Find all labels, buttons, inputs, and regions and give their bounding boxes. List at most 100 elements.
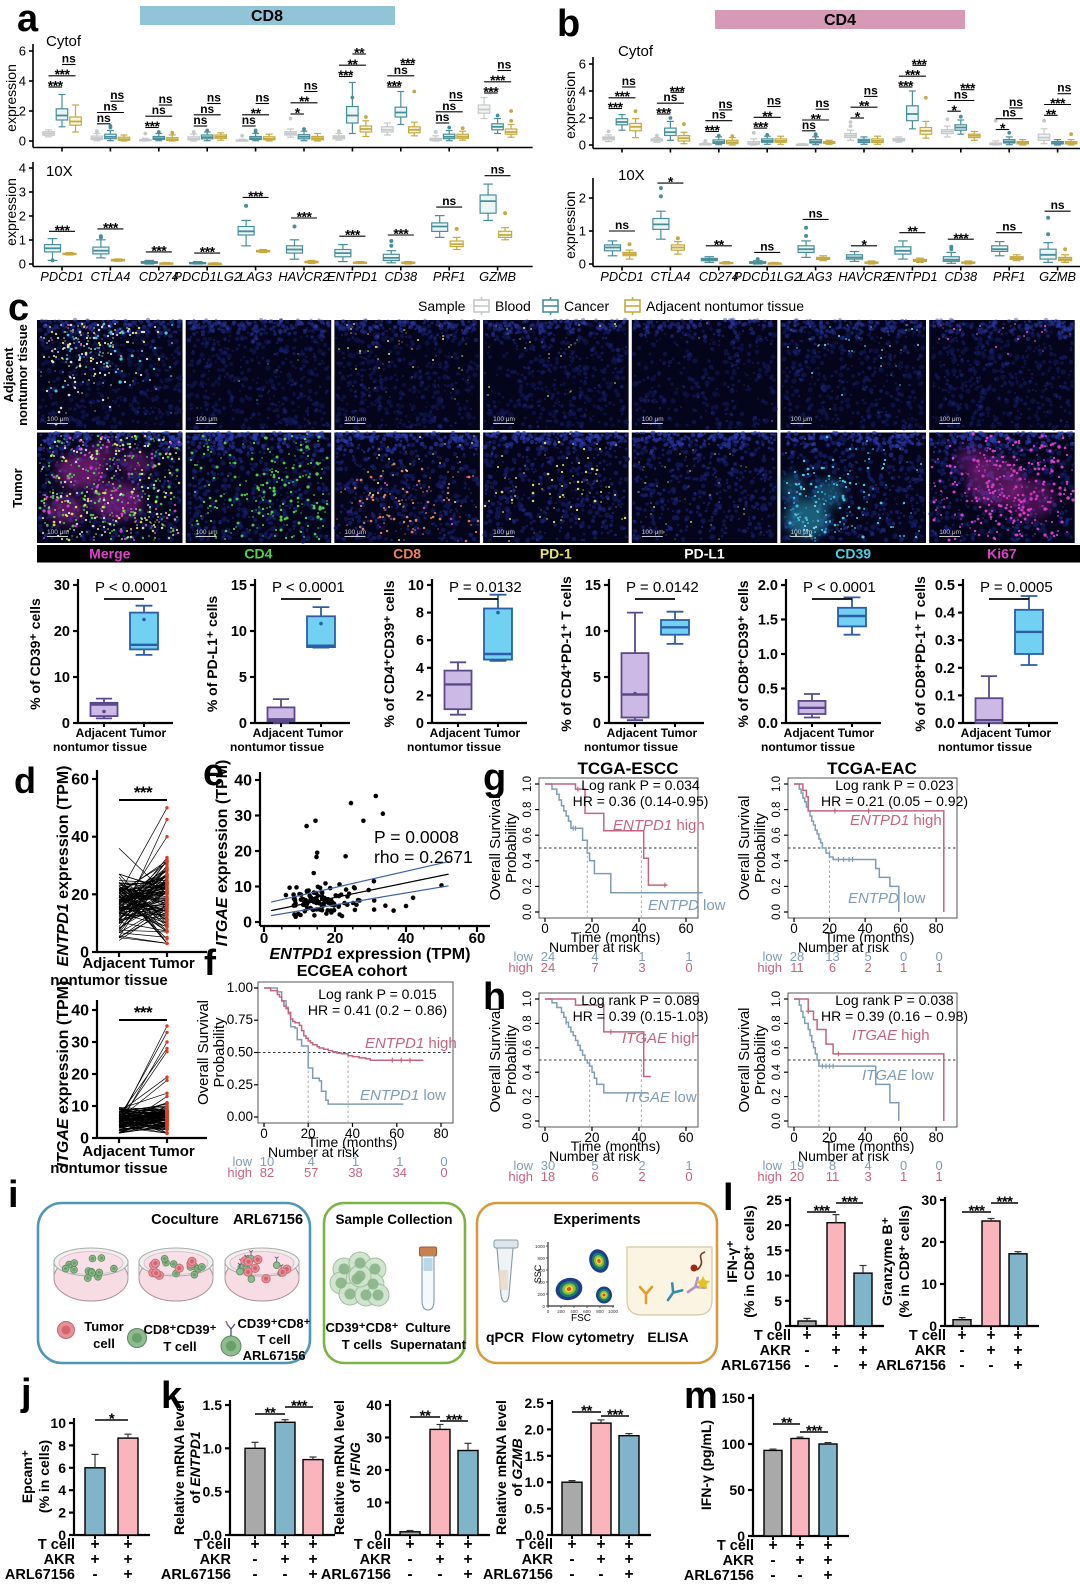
svg-text:Log rank P = 0.015: Log rank P = 0.015 [318,986,437,1002]
svg-text:-: - [252,1566,257,1583]
svg-text:+: + [280,1536,289,1553]
svg-text:0.4: 0.4 [522,852,534,869]
svg-text:Time (months): Time (months) [308,1134,398,1150]
svg-text:g: g [483,757,506,799]
svg-text:Adjacent: Adjacent [82,1143,145,1160]
svg-text:CD39⁺CD8⁺: CD39⁺CD8⁺ [238,1316,311,1331]
svg-text:ns: ns [304,79,318,93]
svg-text:2: 2 [638,1169,645,1184]
svg-text:Relative mRNA level: Relative mRNA level [171,1400,187,1535]
svg-text:Adjacent: Adjacent [430,726,481,740]
svg-text:-: - [569,1551,574,1568]
svg-text:***: *** [607,1407,624,1424]
svg-text:-: - [252,1551,257,1568]
svg-text:0.4: 0.4 [522,1064,534,1081]
svg-text:0: 0 [243,915,252,932]
svg-text:***: *** [898,78,914,94]
svg-text:nontumor tissue: nontumor tissue [584,740,678,754]
svg-text:nontumor tissue: nontumor tissue [938,740,1032,754]
svg-text:0.0: 0.0 [525,1527,545,1543]
svg-text:0.8: 0.8 [522,802,534,818]
svg-text:***: *** [387,78,403,94]
svg-text:4: 4 [864,1158,871,1173]
svg-text:**: ** [347,56,358,72]
svg-text:***: *** [705,122,721,138]
svg-text:10: 10 [71,1099,89,1116]
svg-text:20: 20 [822,1130,837,1145]
svg-text:24: 24 [541,960,555,975]
svg-text:ns: ns [193,113,207,127]
svg-text:40: 40 [858,1130,873,1145]
svg-text:1: 1 [638,949,645,964]
svg-text:0.0: 0.0 [935,716,955,732]
svg-text:Probability: Probability [503,1024,520,1095]
svg-text:20: 20 [921,1234,937,1250]
svg-text:-: - [959,1342,964,1359]
svg-text:+: + [463,1551,472,1568]
svg-text:6: 6 [579,57,586,72]
svg-text:1: 1 [685,949,692,964]
svg-text:***: *** [841,1194,858,1211]
svg-text:ns: ns [491,163,505,177]
svg-text:ARL67156: ARL67156 [243,1348,306,1363]
svg-text:ns: ns [442,194,456,208]
svg-text:LAG3: LAG3 [799,269,832,284]
svg-text:2.0: 2.0 [525,1421,545,1437]
svg-text:+: + [831,1342,840,1359]
svg-text:of IFNG: of IFNG [347,1442,363,1493]
svg-text:ns: ns [1051,198,1065,212]
svg-text:100 μm: 100 μm [344,529,366,536]
svg-text:1.5: 1.5 [203,1397,223,1413]
svg-text:HR = 0.36 (0.14-0.95): HR = 0.36 (0.14-0.95) [573,793,709,809]
svg-text:1.0: 1.0 [203,1440,223,1456]
svg-text:100: 100 [722,1436,746,1452]
svg-text:0.6: 0.6 [771,827,783,843]
svg-text:20: 20 [584,921,599,936]
svg-text:+: + [624,1551,633,1568]
svg-text:***: *** [960,80,976,96]
svg-text:Log rank P = 0.034: Log rank P = 0.034 [581,777,700,793]
svg-text:82: 82 [260,1165,274,1180]
svg-text:*: * [109,1411,115,1428]
svg-text:0: 0 [541,1130,549,1145]
svg-text:ns: ns [615,218,629,232]
svg-text:0.2: 0.2 [935,661,955,677]
svg-text:25: 25 [766,1192,782,1208]
svg-text:30: 30 [541,1158,555,1173]
svg-text:80: 80 [929,921,944,936]
svg-text:3: 3 [638,960,645,975]
svg-text:ARL67156: ARL67156 [321,1567,391,1583]
svg-text:low: low [513,1158,533,1173]
svg-text:0.0: 0.0 [771,1113,783,1129]
svg-text:P = 0.0008: P = 0.0008 [374,827,459,847]
svg-text:***: *** [446,1412,463,1429]
svg-text:ENTPD1 high: ENTPD1 high [850,812,942,829]
svg-text:40: 40 [398,930,415,947]
svg-text:ARL67156: ARL67156 [233,1212,303,1228]
svg-text:30: 30 [54,578,70,594]
svg-text:ns: ns [718,97,732,111]
svg-text:T cell: T cell [38,1537,75,1553]
svg-text:Cancer: Cancer [564,298,609,314]
svg-text:***: *** [400,55,416,71]
svg-text:0: 0 [593,716,601,732]
svg-text:1.0: 1.0 [522,776,534,792]
svg-text:ns: ns [1002,106,1016,120]
svg-text:3: 3 [19,185,26,200]
svg-text:10X: 10X [46,163,73,180]
svg-text:18: 18 [541,1169,555,1184]
svg-text:(% in cells): (% in cells) [36,1440,52,1513]
svg-text:0: 0 [58,1527,66,1543]
svg-text:400: 400 [570,1309,578,1314]
svg-text:0: 0 [790,1130,798,1145]
svg-text:Merge: Merge [89,546,130,562]
svg-text:2: 2 [579,111,586,126]
svg-text:HR = 0.39 (0.15-1.03): HR = 0.39 (0.15-1.03) [573,1008,709,1024]
svg-text:ns: ns [760,239,774,253]
svg-text:15: 15 [231,578,247,594]
svg-text:f: f [204,942,217,983]
svg-text:ARL67156: ARL67156 [483,1567,553,1583]
svg-text:AKR: AKR [360,1552,392,1568]
svg-text:ns: ns [767,94,781,108]
svg-text:+: + [596,1536,605,1553]
